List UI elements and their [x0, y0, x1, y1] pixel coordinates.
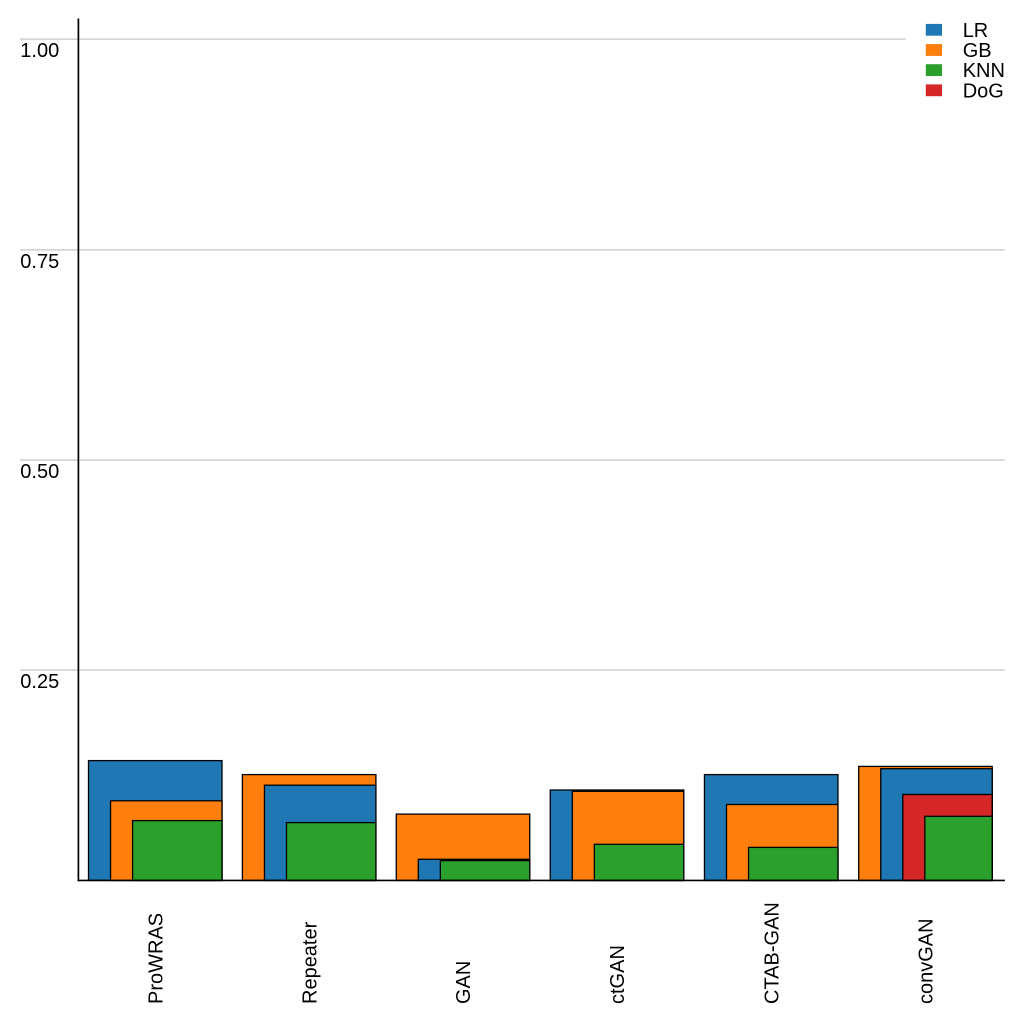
- svg-text:convGAN: convGAN: [916, 918, 938, 1004]
- svg-text:0.25: 0.25: [20, 671, 59, 693]
- svg-text:0.75: 0.75: [20, 251, 59, 273]
- svg-text:KNN: KNN: [963, 60, 1005, 82]
- svg-text:CTAB-GAN: CTAB-GAN: [761, 902, 783, 1004]
- svg-text:Repeater: Repeater: [299, 921, 321, 1004]
- svg-text:LR: LR: [963, 20, 989, 42]
- svg-text:GB: GB: [963, 40, 992, 62]
- svg-text:ctGAN: ctGAN: [607, 945, 629, 1004]
- svg-text:1.00: 1.00: [20, 40, 59, 62]
- svg-text:ProWRAS: ProWRAS: [145, 913, 167, 1004]
- svg-text:0.50: 0.50: [20, 461, 59, 483]
- svg-text:DoG: DoG: [963, 80, 1004, 102]
- svg-text:GAN: GAN: [453, 961, 475, 1004]
